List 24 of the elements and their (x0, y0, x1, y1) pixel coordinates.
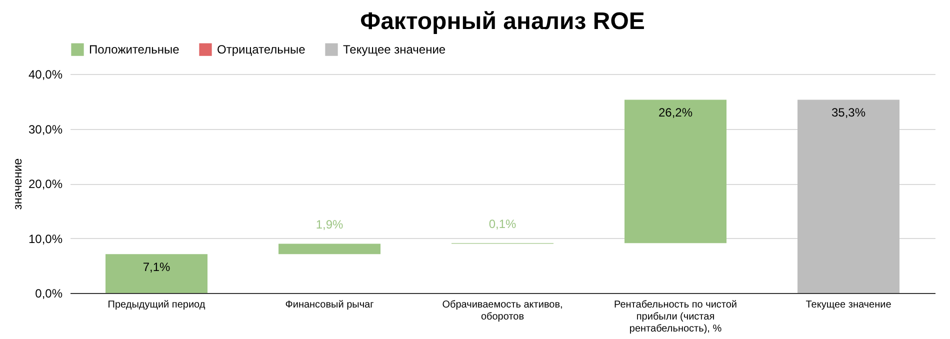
y-tick-label: 10,0% (28, 232, 63, 246)
y-tick-label: 40,0% (28, 68, 63, 82)
x-tick-label: Предыдущий период (108, 300, 206, 310)
data-label: 26,2% (658, 106, 693, 120)
data-label: 0,1% (488, 217, 516, 232)
x-tick-label: Финансовый рычаг (285, 300, 374, 310)
bar (624, 100, 726, 244)
data-label: 1,9% (316, 218, 344, 232)
legend-label: Текущее значение (343, 42, 446, 57)
chart-title: Факторный анализ ROE (360, 8, 645, 35)
y-axis-title: значение (10, 158, 24, 210)
legend-label: Положительные (89, 42, 180, 57)
x-tick-label: Рентабельность по чистой прибыли (чистая рентабельность), % (614, 300, 738, 334)
data-label: 7,1% (142, 260, 170, 274)
y-tick-label: 0,0% (35, 286, 63, 300)
y-tick-label: 30,0% (28, 122, 63, 136)
x-tick-label: Обрачиваемость активов, оборотов (442, 300, 563, 322)
bar (278, 244, 380, 254)
bar (798, 100, 900, 293)
legend-label: Отрицательные (217, 42, 306, 57)
x-tick-label: Текущее значение (806, 300, 892, 310)
y-tick-label: 20,0% (28, 177, 63, 191)
data-label: 35,3% (831, 106, 866, 120)
bar (106, 254, 208, 293)
